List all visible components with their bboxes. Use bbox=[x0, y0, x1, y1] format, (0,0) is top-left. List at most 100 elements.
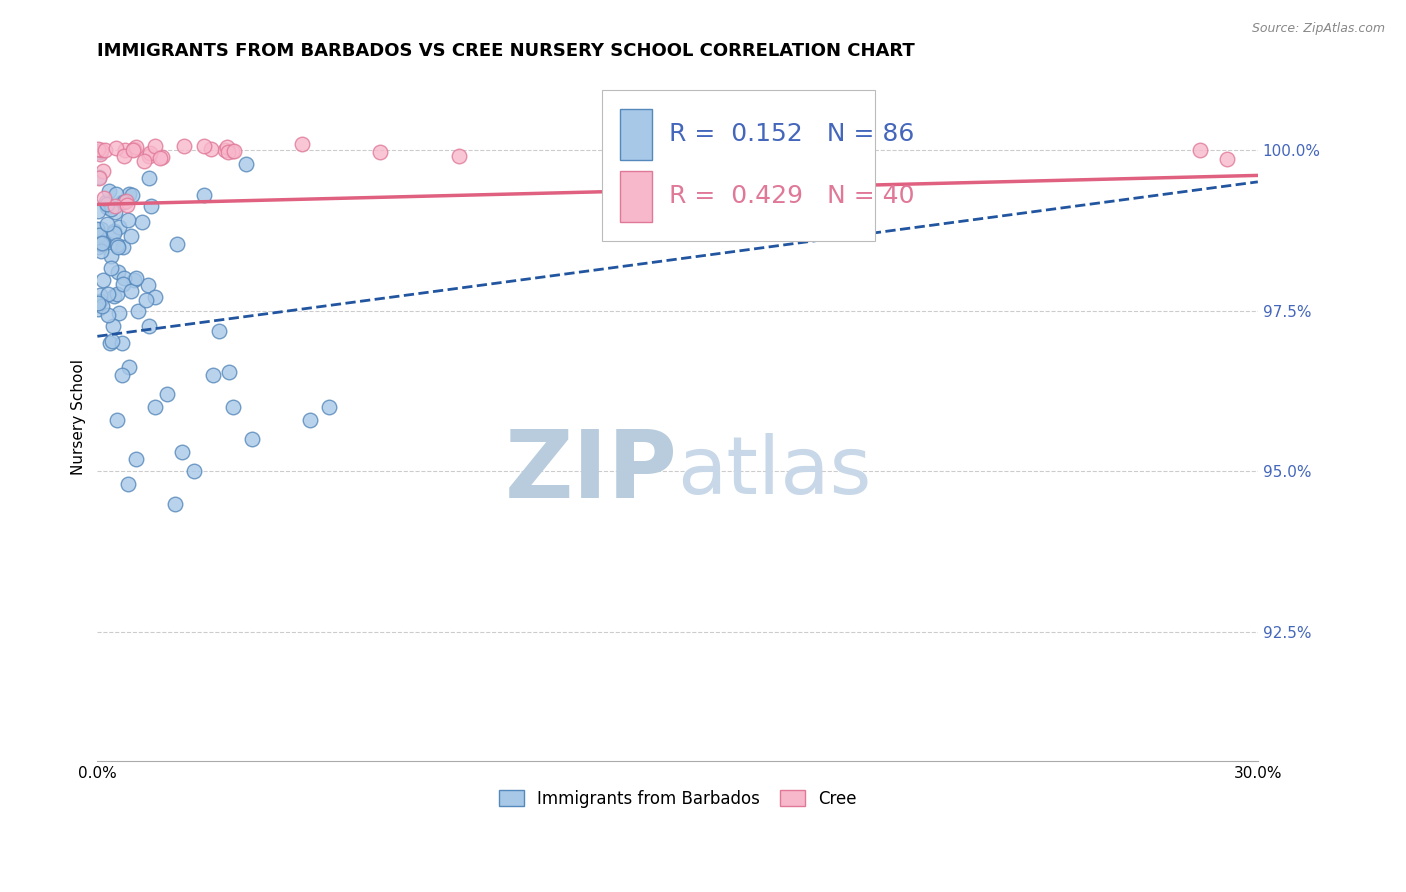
Point bbox=[97, 184, 120, 198]
Point bbox=[97, 286, 120, 301]
Point bbox=[117, 477, 139, 491]
Point bbox=[90, 222, 112, 236]
Text: Source: ZipAtlas.com: Source: ZipAtlas.com bbox=[1251, 22, 1385, 36]
Point bbox=[100, 250, 122, 264]
Point bbox=[235, 157, 257, 171]
Point bbox=[222, 144, 245, 158]
Point bbox=[111, 368, 134, 382]
Point bbox=[173, 139, 195, 153]
Point bbox=[96, 200, 118, 214]
Point bbox=[125, 271, 148, 285]
Point bbox=[122, 273, 145, 287]
Point bbox=[193, 138, 215, 153]
Point bbox=[217, 140, 239, 154]
Point bbox=[93, 191, 115, 205]
Point bbox=[193, 188, 215, 202]
Point bbox=[122, 143, 145, 157]
Point bbox=[318, 400, 340, 414]
Point bbox=[89, 293, 111, 308]
Point bbox=[87, 169, 110, 184]
Point bbox=[114, 143, 136, 157]
Point bbox=[112, 271, 135, 285]
Point bbox=[87, 203, 110, 218]
Point bbox=[93, 273, 115, 287]
Point bbox=[221, 144, 243, 158]
Point bbox=[121, 187, 143, 202]
Text: IMMIGRANTS FROM BARBADOS VS CREE NURSERY SCHOOL CORRELATION CHART: IMMIGRANTS FROM BARBADOS VS CREE NURSERY… bbox=[97, 42, 915, 60]
Point bbox=[110, 195, 132, 210]
Point bbox=[202, 368, 225, 382]
Point bbox=[368, 145, 391, 160]
Point bbox=[125, 451, 148, 466]
Point bbox=[143, 289, 166, 303]
Point bbox=[87, 296, 110, 310]
Point bbox=[120, 229, 142, 244]
Point bbox=[114, 195, 136, 210]
Point bbox=[87, 142, 110, 156]
Point bbox=[218, 365, 240, 379]
Point bbox=[103, 289, 125, 303]
Point bbox=[107, 265, 129, 279]
Point bbox=[89, 288, 111, 302]
Point bbox=[115, 194, 138, 208]
Point bbox=[125, 140, 148, 154]
Point bbox=[118, 187, 141, 202]
Point bbox=[135, 293, 157, 307]
Point bbox=[98, 335, 121, 350]
Point bbox=[91, 235, 114, 250]
Point bbox=[139, 199, 162, 213]
Point bbox=[240, 432, 263, 446]
Point bbox=[143, 139, 166, 153]
FancyBboxPatch shape bbox=[620, 109, 652, 161]
Point bbox=[87, 301, 110, 316]
Point bbox=[96, 194, 118, 209]
Point bbox=[163, 497, 186, 511]
FancyBboxPatch shape bbox=[602, 89, 875, 241]
Point bbox=[138, 170, 160, 185]
Point bbox=[122, 143, 145, 157]
Point bbox=[150, 150, 173, 164]
Point bbox=[100, 202, 122, 216]
Text: ZIP: ZIP bbox=[505, 425, 678, 518]
Point bbox=[217, 145, 239, 160]
Point bbox=[104, 204, 127, 219]
Point bbox=[86, 222, 108, 236]
Point bbox=[156, 387, 179, 401]
Point bbox=[112, 149, 135, 163]
Point bbox=[200, 142, 222, 156]
Text: R =  0.429   N = 40: R = 0.429 N = 40 bbox=[669, 185, 915, 209]
Point bbox=[112, 240, 135, 254]
Point bbox=[136, 278, 159, 293]
Point bbox=[107, 240, 129, 254]
Point bbox=[105, 238, 128, 252]
Point bbox=[214, 143, 236, 157]
Point bbox=[100, 260, 122, 275]
Point bbox=[91, 164, 114, 178]
Point bbox=[138, 318, 160, 333]
Point bbox=[138, 149, 160, 163]
Y-axis label: Nursery School: Nursery School bbox=[72, 359, 86, 475]
Point bbox=[89, 145, 111, 160]
Point bbox=[107, 306, 129, 320]
Point bbox=[105, 187, 128, 202]
Point bbox=[90, 143, 112, 157]
Point bbox=[111, 335, 134, 350]
Point bbox=[117, 359, 139, 374]
Point bbox=[105, 286, 128, 301]
Point bbox=[100, 334, 122, 348]
Point bbox=[90, 244, 112, 259]
Point bbox=[90, 236, 112, 251]
Point bbox=[103, 227, 125, 241]
Point bbox=[96, 217, 118, 231]
Point bbox=[91, 299, 114, 313]
Point bbox=[107, 219, 129, 234]
Point bbox=[87, 240, 110, 254]
Point bbox=[145, 400, 167, 414]
Point bbox=[207, 324, 229, 338]
Point bbox=[115, 198, 138, 212]
Point bbox=[299, 413, 322, 427]
Point bbox=[104, 141, 127, 155]
Point bbox=[131, 215, 153, 229]
Point bbox=[609, 187, 631, 202]
Point bbox=[91, 233, 114, 247]
